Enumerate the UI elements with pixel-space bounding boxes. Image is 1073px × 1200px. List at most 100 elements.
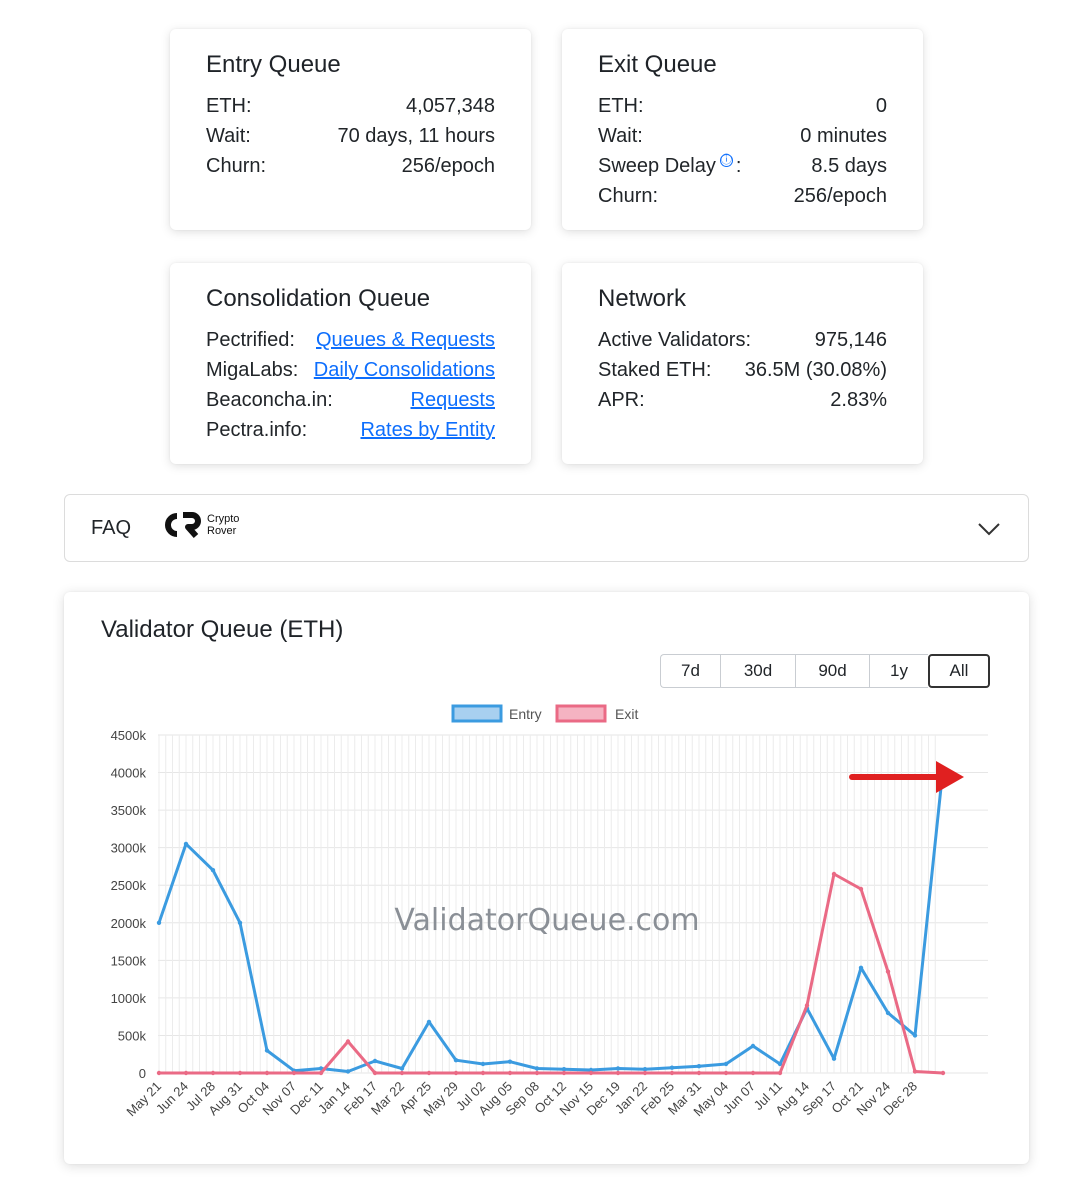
pectra-info-label: Pectra.info:	[206, 419, 308, 441]
entry-data-point	[723, 1061, 729, 1067]
entry-data-point	[534, 1066, 540, 1071]
entry-eth-value: 4,057,348	[406, 95, 495, 117]
entry-data-point	[237, 920, 243, 925]
logo-line-rover: Rover	[207, 525, 237, 537]
y-tick-label: 1000k	[111, 991, 147, 1006]
entry-data-point	[615, 1066, 621, 1071]
entry-data-point	[750, 1043, 756, 1049]
entry-wait-label: Wait:	[206, 125, 251, 147]
exit-wait-label: Wait:	[598, 125, 643, 147]
exit-data-point	[453, 1070, 459, 1076]
exit-eth-value: 0	[875, 95, 887, 117]
rates-by-entity-link[interactable]: Rates by Entity	[360, 419, 495, 441]
exit-data-point	[156, 1070, 162, 1076]
y-tick-label: 3500k	[111, 803, 147, 818]
requests-link[interactable]: Requests	[410, 389, 496, 411]
entry-data-point	[453, 1058, 459, 1063]
active-validators-label: Active Validators:	[598, 329, 752, 351]
entry-data-point	[912, 1033, 918, 1038]
exit-data-point	[777, 1070, 783, 1076]
entry-churn-label: Churn:	[206, 155, 267, 177]
entry-data-point	[507, 1059, 513, 1064]
entry-data-point	[561, 1067, 567, 1072]
entry-queue-title: Entry Queue	[206, 51, 341, 78]
info-icon[interactable]: ⓘ	[719, 154, 733, 167]
consolidation-row-beaconchain: Beaconcha.in: Requests	[206, 385, 495, 415]
range-90d-button[interactable]: 90d	[795, 654, 869, 688]
exit-sweep-colon: :	[735, 155, 742, 177]
arrow-head	[936, 761, 964, 793]
validator-queue-chart: Entry Exit 0 500k 1000k 1500k 2000k 2500k 3000…	[111, 704, 988, 1120]
entry-data-point	[183, 841, 189, 847]
staked-eth-label: Staked ETH:	[598, 359, 712, 381]
legend-exit-label: Exit	[615, 706, 638, 722]
apr-label: APR:	[598, 389, 645, 411]
y-tick-label: 1500k	[111, 953, 147, 968]
logo-line-crypto: Crypto	[207, 513, 240, 525]
consolidation-row-pectrified: Pectrified: Queues & Requests	[206, 325, 495, 355]
consolidation-row-pectra-info: Pectra.info: Rates by Entity	[206, 415, 495, 445]
exit-data-point	[318, 1070, 324, 1076]
chart-legend: Entry Exit	[451, 704, 638, 723]
entry-churn-value: 256/epoch	[401, 155, 495, 177]
exit-eth-row: ETH: 0	[598, 91, 887, 121]
exit-data-point	[561, 1070, 567, 1076]
exit-churn-value: 256/epoch	[793, 185, 887, 207]
y-tick-label: 4500k	[111, 728, 147, 743]
exit-data-point	[210, 1070, 216, 1076]
y-tick-label: 4000k	[111, 766, 147, 781]
exit-data-point	[264, 1070, 270, 1076]
chart-grid	[158, 734, 988, 1074]
range-1y-button[interactable]: 1y	[869, 654, 928, 688]
exit-data-point	[345, 1039, 351, 1044]
entry-eth-row: ETH: 4,057,348	[206, 91, 495, 121]
entry-data-point	[885, 1010, 891, 1016]
network-rows: Active Validators: 975,146 Staked ETH: 3…	[598, 325, 887, 415]
consolidation-row-migalabs: MigaLabs: Daily Consolidations	[206, 355, 495, 385]
y-tick-label: 0	[139, 1066, 146, 1081]
y-tick-label: 2000k	[111, 916, 147, 931]
logo-text: Crypto Rover	[207, 513, 239, 537]
range-7d-button[interactable]: 7d	[660, 654, 720, 688]
faq-accordion[interactable]: FAQ Crypto Rover	[64, 494, 1029, 562]
exit-queue-card: Exit Queue ETH: 0 Wait: 0 minutes Sweep …	[562, 29, 923, 230]
y-tick-label: 2500k	[111, 878, 147, 893]
entry-data-point	[642, 1067, 648, 1072]
consolidation-queue-card: Consolidation Queue Pectrified: Queues &…	[170, 263, 531, 464]
network-apr-row: APR: 2.83%	[598, 385, 887, 415]
network-card: Network Active Validators: 975,146 Stake…	[562, 263, 923, 464]
entry-data-point	[210, 868, 216, 873]
y-tick-label: 500k	[118, 1028, 147, 1043]
range-selector: 7d 30d 90d 1y All	[660, 654, 990, 688]
y-tick-label: 3000k	[111, 841, 147, 856]
exit-data-point	[750, 1070, 756, 1076]
consolidation-queue-title: Consolidation Queue	[206, 285, 431, 312]
y-axis: 0 500k 1000k 1500k 2000k 2500k 3000k 3500k 4000k…	[111, 728, 147, 1081]
entry-data-point	[264, 1048, 270, 1053]
exit-data-point	[480, 1070, 486, 1076]
exit-data-point	[183, 1070, 189, 1076]
entry-eth-label: ETH:	[206, 95, 252, 117]
legend-exit-swatch[interactable]	[555, 704, 607, 723]
exit-queue-rows: ETH: 0 Wait: 0 minutes Sweep Delay ⓘ: 8.5…	[598, 91, 887, 211]
entry-data-point	[831, 1056, 837, 1061]
exit-queue-title: Exit Queue	[598, 51, 717, 78]
daily-consolidations-link[interactable]: Daily Consolidations	[313, 359, 495, 381]
legend-entry-swatch[interactable]	[451, 704, 503, 723]
exit-data-point	[858, 886, 864, 892]
entry-queue-card: Entry Queue ETH: 4,057,348 Wait: 70 days…	[170, 29, 531, 230]
apr-value: 2.83%	[830, 389, 887, 411]
exit-series-line	[159, 872, 944, 1075]
chevron-down-icon[interactable]	[976, 517, 1002, 541]
exit-data-point	[237, 1070, 243, 1076]
range-all-button[interactable]: All	[928, 654, 990, 688]
exit-data-point	[372, 1070, 378, 1076]
exit-data-point	[291, 1070, 297, 1076]
range-30d-button[interactable]: 30d	[720, 654, 795, 688]
migalabs-label: MigaLabs:	[206, 359, 299, 381]
exit-data-point	[912, 1069, 918, 1074]
entry-data-point	[399, 1066, 405, 1071]
entry-queue-rows: ETH: 4,057,348 Wait: 70 days, 11 hours C…	[206, 91, 495, 181]
queues-requests-link[interactable]: Queues & Requests	[316, 329, 495, 351]
